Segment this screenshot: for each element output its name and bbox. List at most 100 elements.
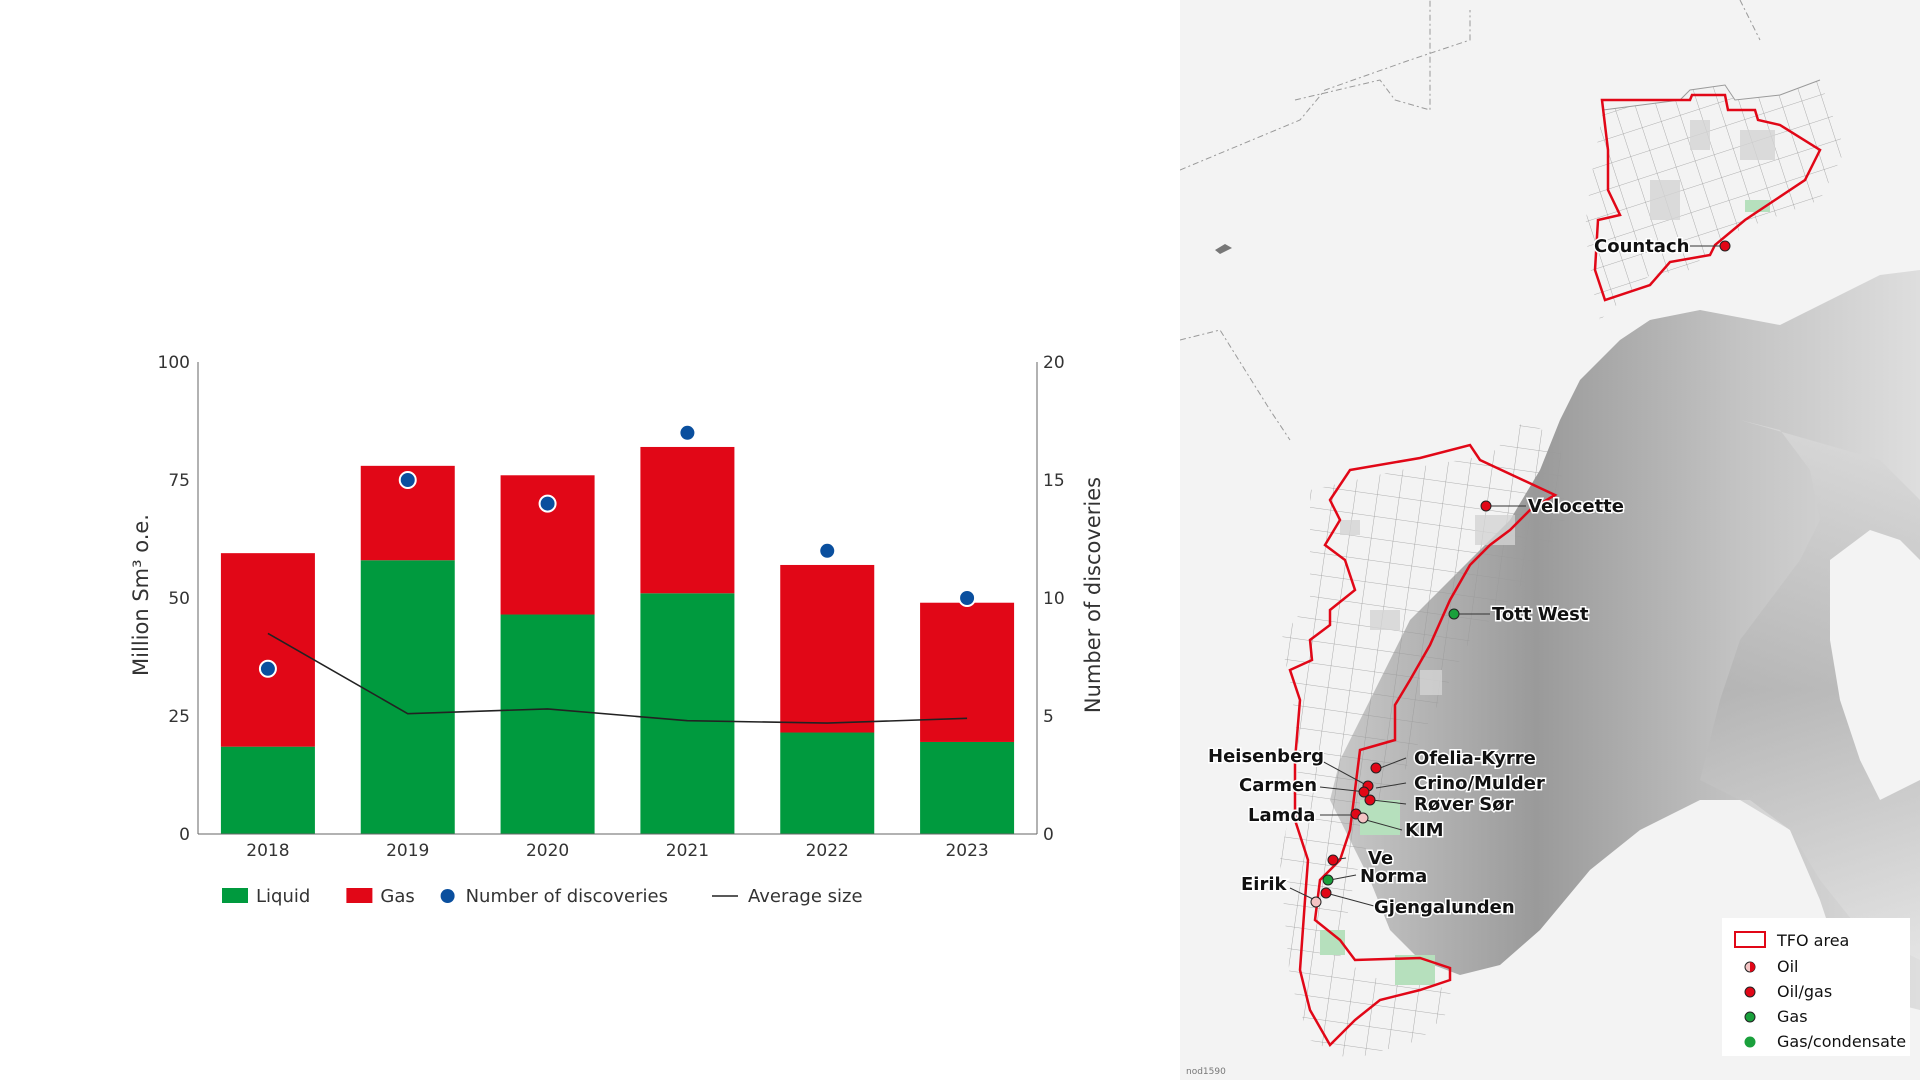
tfo-outline-barents	[1593, 93, 1822, 302]
label-eirik: Eirik	[1241, 874, 1288, 895]
y-tick-right: 15	[1043, 471, 1065, 491]
label-lamda: Lamda	[1248, 805, 1315, 826]
map-legend: TFO area Oil Oil/gas Gas Gas/condensate	[1722, 918, 1910, 1056]
y-tick-left: 25	[168, 707, 190, 727]
ticks-layer: 0 25 50 75 100 0 5 10 15 20 2018 2019 2020 2021 2022 20…	[158, 353, 1065, 861]
discovery-count-point-2021	[678, 423, 697, 442]
x-tick: 2022	[806, 841, 849, 861]
label-kim: KIM	[1405, 820, 1444, 841]
average-size-line	[267, 632, 968, 724]
tfo-map: Countach Velocette Tott West	[1179, 0, 1920, 1080]
discovery-count-point-2020	[538, 494, 557, 513]
points-layer	[258, 423, 977, 678]
legend-label: Gas	[380, 886, 414, 907]
legend-tfo-label: TFO area	[1776, 931, 1849, 950]
label-crino-mulder: Crino/Mulder	[1414, 773, 1545, 794]
x-tick: 2023	[945, 841, 988, 861]
y-tick-right: 20	[1043, 353, 1065, 373]
legend-oil-gas-label: Oil/gas	[1777, 982, 1832, 1001]
gulf	[1830, 530, 1920, 800]
oil-gas-marker	[1364, 794, 1376, 806]
island	[1215, 244, 1232, 254]
discovery-count-point-2023	[958, 589, 977, 607]
discoveries-chart: 0 25 50 75 100 0 5 10 15 20 2018 2019 2020 2021 2022 20…	[129, 353, 1105, 907]
bar-gas-2022	[780, 564, 875, 733]
label-heisenberg: Heisenberg	[1208, 746, 1324, 767]
label-norma: Norma	[1360, 866, 1427, 887]
boundary-line	[1294, 0, 1431, 111]
y-tick-right: 10	[1043, 589, 1065, 609]
label-gjengalunden: Gjengalunden	[1374, 897, 1515, 918]
label-rover-sor: Røver Sør	[1414, 794, 1514, 815]
bar-liquid-2021	[640, 593, 735, 834]
legend-label: Average size	[748, 886, 863, 907]
oil-marker	[1327, 854, 1339, 866]
y-tick-left: 100	[158, 353, 190, 373]
oil-marker	[1320, 887, 1332, 899]
label-ve: Ve	[1368, 848, 1393, 869]
bar-gas-2018	[220, 553, 315, 747]
oil-marker	[1719, 240, 1731, 252]
y-tick-left: 75	[168, 471, 190, 491]
legend-marker-discoveries	[440, 889, 455, 903]
land-mass	[1330, 270, 1920, 1010]
legend-label: Number of discoveries	[466, 886, 668, 907]
gas-marker	[1322, 874, 1334, 886]
bar-liquid-2018	[220, 746, 315, 834]
x-tick: 2021	[666, 841, 709, 861]
label-tott-west: Tott West	[1492, 604, 1589, 625]
y-tick-left: 0	[179, 825, 190, 845]
discovery-count-point-2018	[258, 659, 277, 678]
bar-gas-2023	[920, 602, 1015, 742]
bar-gas-2021	[640, 446, 735, 594]
tfo-area-barents	[1585, 79, 1845, 320]
legend-label: Liquid	[256, 886, 310, 907]
discovery-cluster: Heisenberg Ofelia-Kyrre Carmen Crino/Mul…	[1207, 745, 1547, 920]
chart-legend: Liquid Gas Number of discoveries Average si…	[222, 886, 863, 907]
oil-gas-marker	[1358, 786, 1370, 798]
oil-marker	[1310, 896, 1322, 908]
y-axis-title-left: Million Sm³ o.e.	[129, 514, 153, 676]
label-ofelia-kyrre: Ofelia-Kyrre	[1414, 748, 1536, 769]
axes-layer	[197, 362, 1038, 835]
legend-gas-condensate-icon	[1744, 1036, 1756, 1048]
bar-liquid-2022	[780, 732, 875, 834]
legend-tfo-swatch	[1734, 931, 1766, 948]
legend-swatch-gas	[346, 888, 373, 903]
boundary-line	[1179, 10, 1471, 171]
boundary-line	[1739, 0, 1761, 41]
legend-gas-label: Gas	[1777, 1007, 1808, 1026]
discovery-count-point-2022	[818, 541, 837, 560]
chart-panel: 0 25 50 75 100 0 5 10 15 20 2018 2019 2020 2021 2022 20…	[129, 353, 1105, 907]
y-axis-title-right: Number of discoveries	[1081, 477, 1105, 713]
bar-liquid-2023	[920, 741, 1015, 834]
x-tick: 2018	[246, 841, 289, 861]
gas-marker	[1448, 608, 1460, 620]
map-credit: nod1590	[1186, 1067, 1226, 1077]
tfo-outline-south	[1288, 443, 1558, 1048]
oil-gas-marker	[1370, 762, 1382, 774]
discovery-tott-west: Tott West	[1448, 603, 1590, 627]
boundary-line	[1179, 329, 1291, 441]
bars-layer	[220, 446, 1015, 834]
x-tick: 2020	[526, 841, 569, 861]
label-velocette: Velocette	[1528, 496, 1624, 517]
discovery-velocette: Velocette	[1480, 495, 1626, 519]
label-carmen: Carmen	[1239, 775, 1317, 796]
discovery-count-point-2019	[398, 471, 417, 489]
legend-gas-icon	[1744, 1011, 1756, 1023]
tfo-area-south	[1280, 420, 1565, 1060]
line-layer	[267, 632, 968, 724]
x-tick: 2019	[386, 841, 429, 861]
legend-gas-condensate-label: Gas/condensate	[1777, 1032, 1906, 1051]
y-tick-left: 50	[168, 589, 190, 609]
y-tick-right: 0	[1043, 825, 1054, 845]
oil-gas-marker	[1480, 500, 1492, 512]
legend-oil-gas-icon	[1744, 986, 1756, 998]
y-tick-right: 5	[1043, 707, 1054, 727]
discovery-countach: Countach	[1593, 235, 1731, 259]
legend-swatch-liquid	[222, 888, 248, 903]
map-panel: Countach Velocette Tott West	[1179, 0, 1920, 1080]
legend-oil-label: Oil	[1777, 957, 1798, 976]
bar-liquid-2019	[360, 560, 455, 834]
